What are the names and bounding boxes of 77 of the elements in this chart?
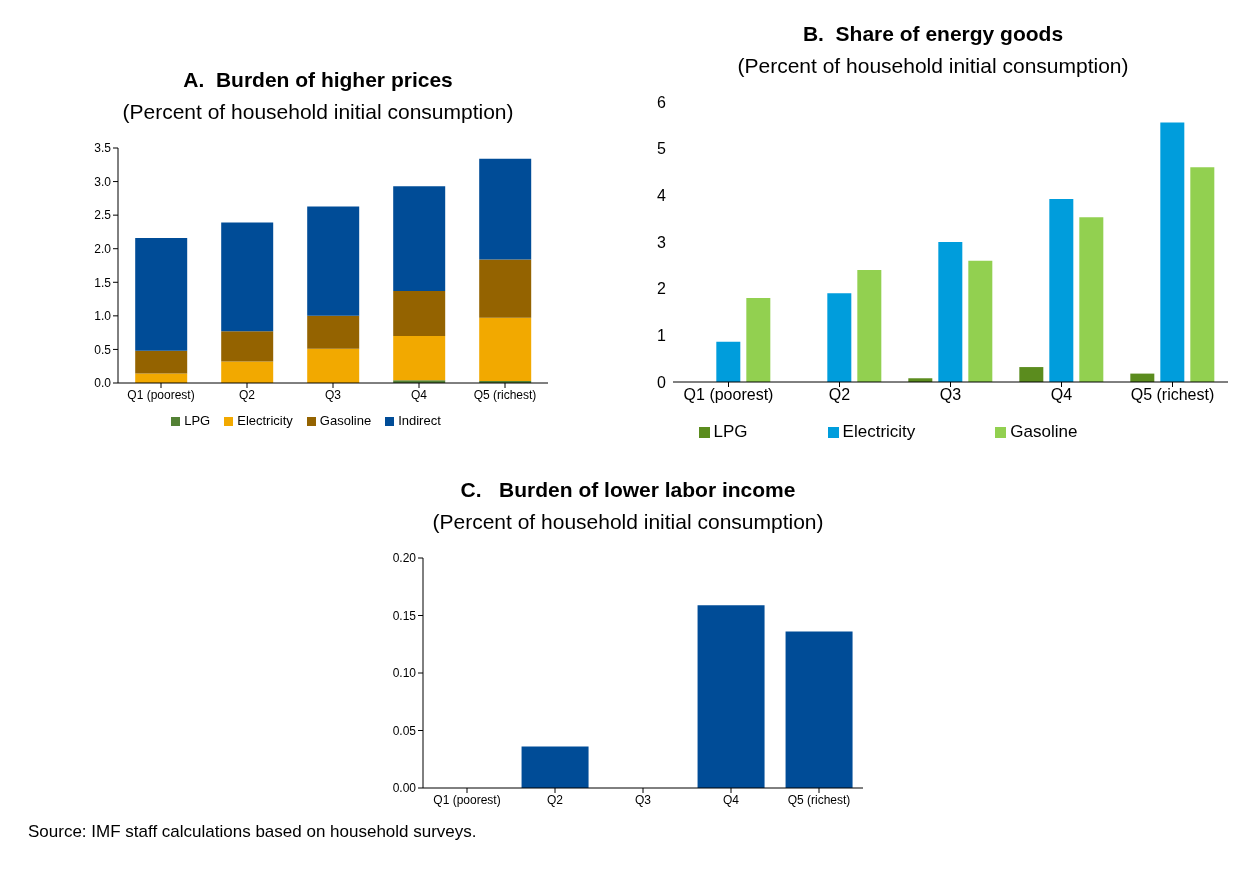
y-tick-label: 5: [657, 140, 667, 158]
source-note: Source: IMF staff calculations based on household surveys.: [28, 822, 478, 842]
x-tick-label: Q1 (poorest): [683, 386, 774, 404]
y-tick-label: 1: [657, 327, 667, 345]
y-tick-label: 3.5: [94, 141, 112, 156]
bar: [221, 361, 274, 383]
bar: [307, 206, 360, 316]
x-tick-label: Q3: [634, 792, 652, 807]
bar: [1019, 367, 1044, 382]
y-tick-label: 1.5: [94, 275, 112, 290]
y-tick-label: 0.05: [392, 723, 417, 738]
legend-label: LPG: [184, 413, 211, 428]
chart-subtitle: (Percent of household initial consumption): [121, 100, 515, 124]
legend-label: Electricity: [842, 422, 916, 441]
x-tick-label: Q1 (poorest): [433, 792, 501, 807]
bar: [968, 260, 993, 382]
bar: [827, 293, 852, 382]
bar: [393, 291, 446, 336]
bar: [857, 270, 882, 382]
legend-label: LPG: [713, 422, 748, 441]
bar: [938, 242, 963, 382]
bar: [393, 336, 446, 381]
y-tick-label: 0.15: [392, 608, 417, 623]
x-tick-label: Q4: [1050, 386, 1073, 404]
x-tick-label: Q4: [722, 792, 740, 807]
x-tick-label: Q1 (poorest): [127, 387, 195, 402]
x-tick-label: Q2: [546, 792, 564, 807]
bar: [393, 186, 446, 292]
y-tick-label: 1.0: [94, 309, 112, 324]
y-tick-label: 4: [657, 187, 667, 205]
y-tick-label: 0: [657, 373, 667, 391]
bar: [479, 259, 532, 318]
bar: [307, 348, 360, 383]
y-tick-label: 2.0: [94, 241, 112, 256]
bar: [1079, 217, 1104, 382]
y-tick-label: 2: [657, 280, 667, 298]
y-tick-label: 2.5: [94, 208, 112, 223]
bar: [785, 631, 853, 788]
bar: [479, 317, 532, 381]
x-tick-label: Q3: [939, 386, 962, 404]
chart-subtitle: (Percent of household initial consumption): [431, 510, 825, 534]
bar: [135, 350, 188, 374]
bar: [1160, 122, 1185, 382]
bar: [221, 222, 274, 332]
legend-label: Indirect: [398, 413, 441, 428]
legend-label: Electricity: [237, 413, 293, 428]
bar: [716, 341, 741, 382]
chart-subtitle: (Percent of household initial consumption): [736, 54, 1130, 78]
bar: [746, 298, 771, 382]
chart-title: B. Share of energy goods: [801, 22, 1065, 46]
x-tick-label: Q2: [238, 387, 256, 402]
bar: [1049, 199, 1074, 382]
x-tick-label: Q3: [324, 387, 342, 402]
bar: [1190, 167, 1215, 382]
x-tick-label: Q5 (richest): [473, 387, 537, 402]
bar: [221, 331, 274, 362]
y-tick-label: 0.5: [94, 342, 112, 357]
x-tick-label: Q5 (richest): [1130, 386, 1215, 404]
y-tick-label: 0.10: [392, 666, 417, 681]
x-tick-label: Q2: [828, 386, 851, 404]
y-tick-label: 0.20: [392, 551, 417, 566]
y-tick-label: 6: [657, 93, 667, 111]
x-tick-label: Q5 (richest): [787, 792, 851, 807]
bar: [521, 746, 589, 788]
bar: [307, 315, 360, 349]
legend-label: Gasoline: [1010, 422, 1078, 441]
legend-label: Gasoline: [319, 413, 372, 428]
bar: [479, 158, 532, 260]
y-tick-label: 0.0: [94, 376, 112, 391]
y-tick-label: 3: [657, 233, 667, 251]
y-tick-label: 3.0: [94, 174, 112, 189]
x-tick-label: Q4: [410, 387, 428, 402]
bar: [135, 237, 188, 351]
chart-title: C. Burden of lower labor income: [459, 478, 797, 502]
y-tick-label: 0.00: [392, 781, 417, 796]
chart-title: A. Burden of higher prices: [182, 68, 454, 92]
bar: [697, 605, 765, 788]
